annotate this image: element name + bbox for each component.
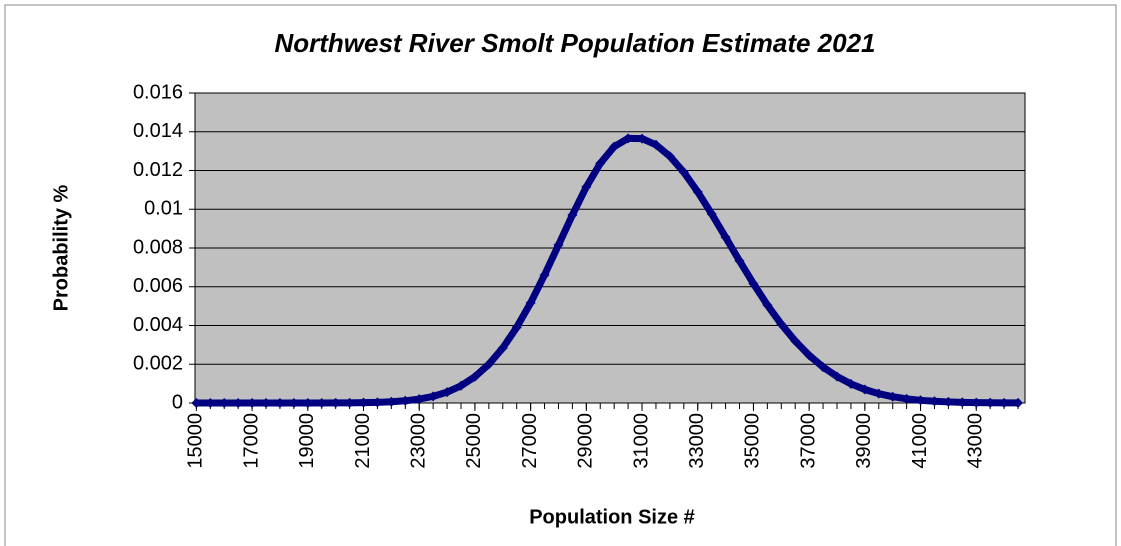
data-marker	[734, 255, 745, 266]
y-tick-label: 0	[172, 391, 183, 413]
data-marker	[999, 397, 1010, 408]
data-marker	[985, 397, 996, 408]
x-tick-label: 21000	[352, 413, 374, 469]
data-marker	[497, 342, 508, 353]
data-marker	[929, 396, 940, 407]
data-marker	[692, 186, 703, 197]
x-tick-label: 41000	[909, 413, 931, 469]
y-tick-label: 0.006	[133, 275, 183, 297]
data-marker	[330, 397, 341, 408]
data-marker	[511, 322, 522, 333]
data-marker	[442, 387, 453, 398]
x-tick-label: 23000	[407, 413, 429, 469]
data-marker	[664, 151, 675, 162]
data-marker	[748, 278, 759, 289]
y-tick-label: 0.008	[133, 236, 183, 258]
data-marker	[469, 371, 480, 382]
x-tick-label: 37000	[797, 413, 819, 469]
data-marker	[720, 232, 731, 243]
data-marker	[887, 391, 898, 402]
x-tick-label: 19000	[296, 413, 318, 469]
x-tick-label: 35000	[742, 413, 764, 469]
data-marker	[553, 240, 564, 251]
data-marker	[915, 395, 926, 406]
data-marker	[901, 393, 912, 404]
data-marker	[233, 398, 244, 408]
y-tick-label: 0.016	[133, 81, 183, 103]
data-marker	[205, 398, 216, 408]
y-axis-label: Probability %	[50, 184, 72, 311]
data-marker	[567, 209, 578, 220]
data-marker	[386, 396, 397, 407]
data-marker	[873, 388, 884, 399]
x-tick-label: 15000	[185, 413, 207, 469]
data-marker	[957, 397, 968, 408]
x-tick-label: 39000	[853, 413, 875, 469]
data-marker	[414, 394, 425, 405]
data-marker	[650, 139, 661, 150]
data-marker	[637, 133, 648, 144]
x-tick-label: 29000	[575, 413, 597, 469]
y-tick-label: 0.01	[144, 198, 183, 220]
data-marker	[344, 397, 355, 408]
data-marker	[288, 397, 299, 408]
data-marker	[595, 158, 606, 169]
y-tick-label: 0.002	[133, 353, 183, 375]
data-marker	[581, 181, 592, 192]
x-tick-label: 17000	[240, 413, 262, 469]
data-marker	[219, 398, 230, 408]
x-tick-label: 31000	[630, 413, 652, 469]
data-marker	[483, 359, 494, 370]
data-marker	[191, 398, 202, 408]
x-tick-label: 25000	[463, 413, 485, 469]
y-tick-label: 0.014	[133, 120, 183, 142]
data-marker	[831, 371, 842, 382]
x-tick-label: 43000	[965, 413, 987, 469]
data-marker	[609, 141, 620, 152]
data-marker	[804, 350, 815, 361]
chart-title: Northwest River Smolt Population Estimat…	[274, 28, 875, 58]
data-marker	[845, 378, 856, 389]
data-marker	[762, 300, 773, 311]
data-marker	[525, 297, 536, 308]
x-axis-label: Population Size #	[529, 506, 695, 528]
data-marker	[623, 133, 634, 144]
y-tick-label: 0.012	[133, 159, 183, 181]
data-marker	[247, 398, 258, 408]
data-marker	[790, 336, 801, 347]
x-tick-label: 33000	[686, 413, 708, 469]
data-marker	[818, 362, 829, 373]
x-tick-label: 27000	[519, 413, 541, 469]
data-marker	[706, 208, 717, 219]
data-marker	[859, 384, 870, 395]
data-marker	[400, 395, 411, 406]
data-marker	[274, 398, 285, 408]
data-marker	[302, 397, 313, 408]
data-marker	[372, 397, 383, 408]
data-marker	[455, 380, 466, 391]
plot-border	[194, 92, 1026, 404]
data-marker	[316, 397, 327, 408]
data-marker	[358, 397, 369, 408]
data-marker	[971, 397, 982, 408]
data-marker	[261, 398, 272, 408]
data-marker	[776, 319, 787, 330]
data-marker	[539, 269, 550, 280]
data-marker	[943, 396, 954, 407]
chart-frame	[4, 4, 1117, 546]
y-tick-label: 0.004	[133, 314, 183, 336]
data-marker	[1013, 397, 1024, 408]
data-marker	[678, 167, 689, 178]
data-marker	[428, 391, 439, 402]
